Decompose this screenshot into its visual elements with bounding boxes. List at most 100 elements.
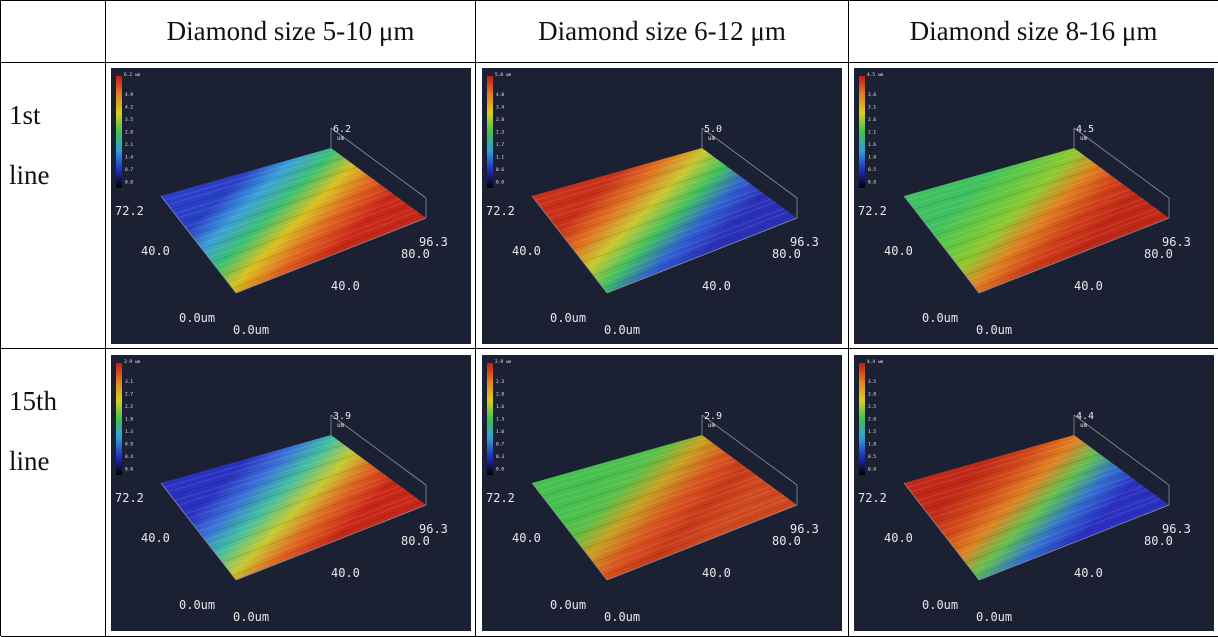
surface-stripe <box>194 465 374 528</box>
row-label-line: line <box>9 160 50 190</box>
surface-stripe <box>552 166 729 223</box>
colorbar-label: 0.9 <box>125 441 133 447</box>
colorbar <box>115 75 122 188</box>
surface-stripe <box>951 478 1135 545</box>
surface-stripe <box>934 462 1113 523</box>
peak-value: 5.0 <box>704 124 722 135</box>
axis-label: 0.0um <box>976 610 1012 624</box>
surface-stripe <box>593 204 780 276</box>
colorbar-title: 5.0 um <box>495 72 512 78</box>
surface-stripe <box>191 462 370 523</box>
colorbar-title: 3.9 um <box>124 359 141 365</box>
surface <box>160 147 426 293</box>
axis-line <box>160 482 236 580</box>
surface-stripe <box>968 207 1156 280</box>
colorbar-label: 2.5 <box>868 404 876 410</box>
peak-unit: um <box>1080 422 1088 429</box>
surface-stripe <box>596 207 785 280</box>
axis-label: 0.0um <box>604 323 640 337</box>
surface-stripe <box>576 188 759 254</box>
colorbar-label: 4.2 <box>125 104 133 110</box>
axis-label: 0.0um <box>233 323 269 337</box>
surface-stripe <box>562 462 742 523</box>
surface-plot: 6.2 um 4.9 4.2 3.5 2.8 2.1 1.4 0.7 0.0 6.2um 72.2 4… <box>110 67 471 344</box>
axis-line <box>903 195 979 293</box>
surface-stripe <box>194 178 374 241</box>
plot-cell: 6.2 um 4.9 4.2 3.5 2.8 2.1 1.4 0.7 0.0 6.2 um 72.2 4… <box>106 63 476 349</box>
axis-line <box>531 482 608 580</box>
colorbar <box>487 75 493 188</box>
colorbar-label: 1.8 <box>125 416 133 422</box>
axis-line <box>903 482 979 580</box>
axis-label: 80.0 <box>401 247 430 261</box>
peak-value: 4.4 <box>1076 411 1094 422</box>
colorbar-label: 2.0 <box>496 391 504 397</box>
peak-unit: um <box>337 422 345 429</box>
axis-label: 80.0 <box>1144 247 1173 261</box>
surface-stripe <box>920 162 1096 219</box>
surface <box>903 434 1169 580</box>
plot-cell: 5.0 um 4.0 3.4 2.8 2.3 1.7 1.1 0.6 0.0 5.0 um 72.2 4… <box>476 63 849 349</box>
colorbar-label: 2.8 <box>125 129 133 135</box>
colorbar-label: 3.0 <box>868 391 876 397</box>
colorbar-label: 0.0 <box>125 179 133 185</box>
surface-stripe <box>944 472 1126 536</box>
surface-stripe <box>177 449 353 506</box>
surface-stripe <box>201 472 383 536</box>
surface-stripe <box>586 197 772 267</box>
surface-stripe <box>579 191 763 258</box>
axis-label: 80.0 <box>772 247 801 261</box>
surface-stripe <box>910 440 1083 492</box>
colorbar-label: 2.7 <box>125 391 133 397</box>
surface-stripe <box>961 488 1148 558</box>
axis-label: 72.2 <box>115 491 144 505</box>
colorbar-label: 0.6 <box>496 167 504 173</box>
surface-stripe <box>538 153 711 205</box>
surface-stripe <box>906 437 1078 488</box>
surface-stripe <box>555 456 733 514</box>
plot-cell: 4.4 um 3.5 3.0 2.5 2.0 1.5 1.0 0.5 0.0 4.4 um 72.2 4… <box>849 349 1218 637</box>
surface-stripe <box>231 213 422 289</box>
surface-stripe <box>535 150 707 201</box>
surface-stripe <box>225 207 413 280</box>
colorbar-label: 1.0 <box>868 441 876 447</box>
axis-label: 40.0 <box>512 531 541 545</box>
surface-stripe <box>940 469 1122 532</box>
colorbar-label: 1.0 <box>868 154 876 160</box>
surface-stripe <box>589 201 776 271</box>
surface-stripe <box>552 453 729 510</box>
colorbar-label: 2.1 <box>125 142 133 148</box>
colorbar <box>115 362 122 475</box>
surface-stripe <box>603 213 793 289</box>
surface-stripe <box>231 500 422 576</box>
surface-stripe <box>167 153 340 205</box>
axis-label: 40.0 <box>141 244 170 258</box>
surface-stripe <box>916 159 1091 214</box>
colorbar-label: 3.1 <box>868 104 876 110</box>
row-label: 15th line <box>1 349 106 637</box>
colorbar-label: 2.1 <box>868 129 876 135</box>
surface-stripe <box>930 459 1109 519</box>
colorbar-label: 0.0 <box>496 466 504 472</box>
surface-stripe <box>572 185 754 249</box>
surface-stripe <box>944 185 1126 249</box>
surface-stripe <box>208 478 392 545</box>
surface-stripe <box>548 162 724 219</box>
axis-line <box>978 504 1169 580</box>
axis-label: 72.2 <box>858 204 887 218</box>
surface-stripe <box>170 156 344 210</box>
surface-stripe <box>204 188 387 254</box>
surface-stripe <box>913 156 1087 210</box>
colorbar-label: 0.5 <box>868 167 876 173</box>
colorbar-title: 4.4 um <box>867 359 884 365</box>
axis-label: 0.0um <box>179 311 215 325</box>
surface-stripe <box>228 497 418 572</box>
surface-stripe <box>228 210 418 285</box>
surface-stripe <box>538 440 711 492</box>
surface-stripe <box>572 472 754 536</box>
surface <box>903 147 1169 293</box>
corner-cell <box>1 1 106 63</box>
colorbar-label: 2.6 <box>868 117 876 123</box>
axis-label: 96.3 <box>419 522 448 536</box>
colorbar-label: 1.4 <box>125 154 133 160</box>
